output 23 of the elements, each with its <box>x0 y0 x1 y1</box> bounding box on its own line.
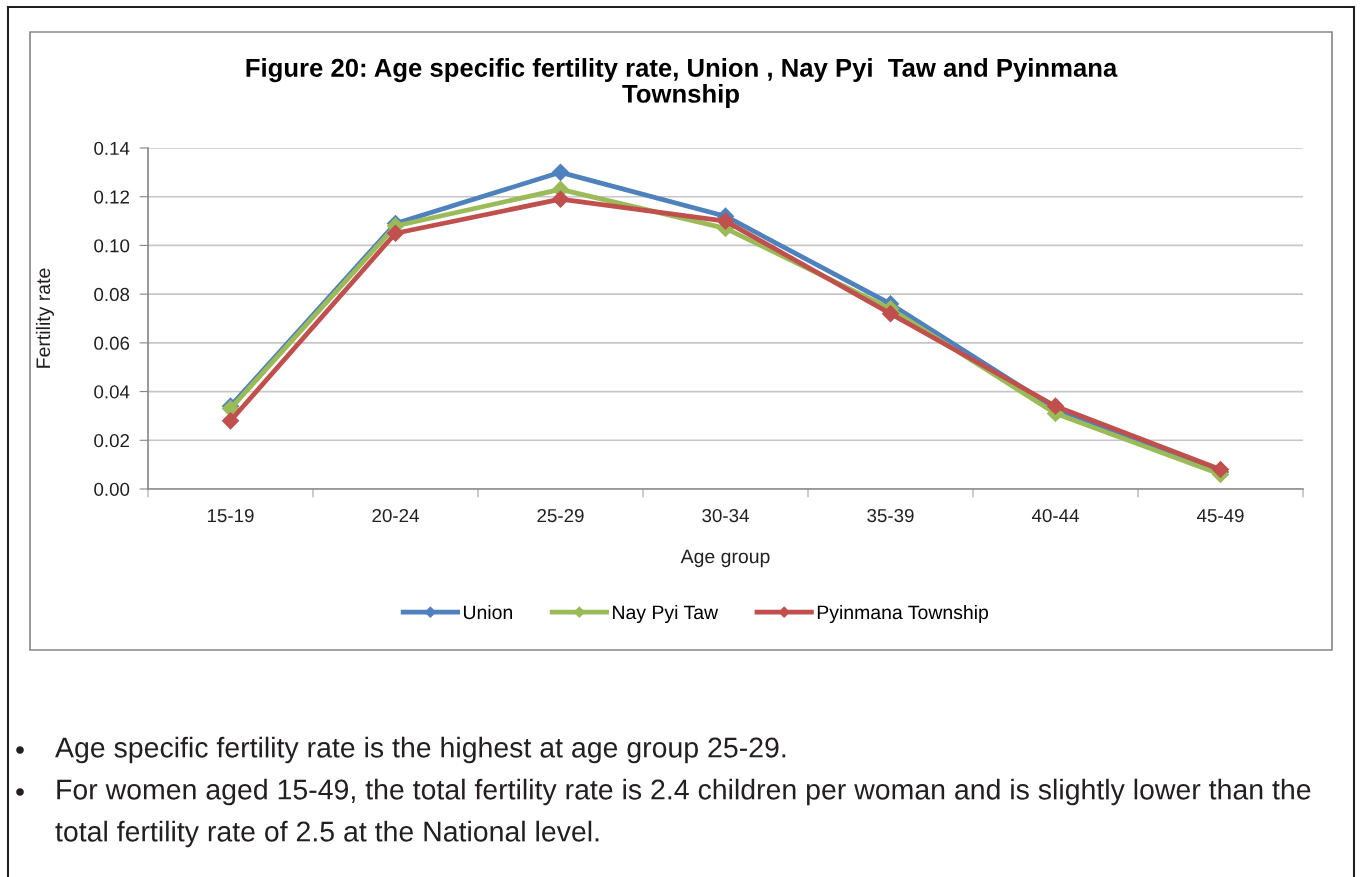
legend-label: Pyinmana Township <box>817 604 989 624</box>
legend-label: Nay Pyi Taw <box>613 604 719 624</box>
x-tick-label: 20-24 <box>372 508 419 523</box>
text: Age specific fertility rate is the highest at age group 25-29. <box>55 736 786 764</box>
x-tick-label: 25-29 <box>537 508 584 523</box>
x-tick-label: 15-19 <box>207 508 254 523</box>
x-tick-label: 35-39 <box>867 508 914 523</box>
y-tick-label: 0.00 <box>94 482 130 496</box>
legend-label: Union <box>463 604 512 620</box>
x-tick-label: 30-34 <box>702 508 749 523</box>
y-tick-label: 0.08 <box>94 287 130 302</box>
y-tick-label: 0.14 <box>94 141 130 155</box>
y-tick-label: 0.06 <box>94 336 130 350</box>
y-tick-label: 0.04 <box>94 385 130 399</box>
x-tick-label: 40-44 <box>1031 508 1079 523</box>
y-tick-label: 0.02 <box>94 433 130 448</box>
y-tick-label: 0.10 <box>94 239 130 253</box>
y-tick-label: 0.12 <box>94 190 130 204</box>
y-axis-title: Fertility rate <box>35 268 54 368</box>
x-tick-label: 45-49 <box>1196 508 1244 523</box>
text: For women aged 15-49, the total fertility rate is 2.4 children per woman and is slightly lower than the total fertility rate of 2.5 at the National level. <box>55 778 1311 848</box>
chart-title: Figure 20: Age specific fertility rate, Union , Nay Pyi Taw and Pyinmana Township <box>246 58 1118 108</box>
x-axis-title: Age group <box>680 549 770 568</box>
